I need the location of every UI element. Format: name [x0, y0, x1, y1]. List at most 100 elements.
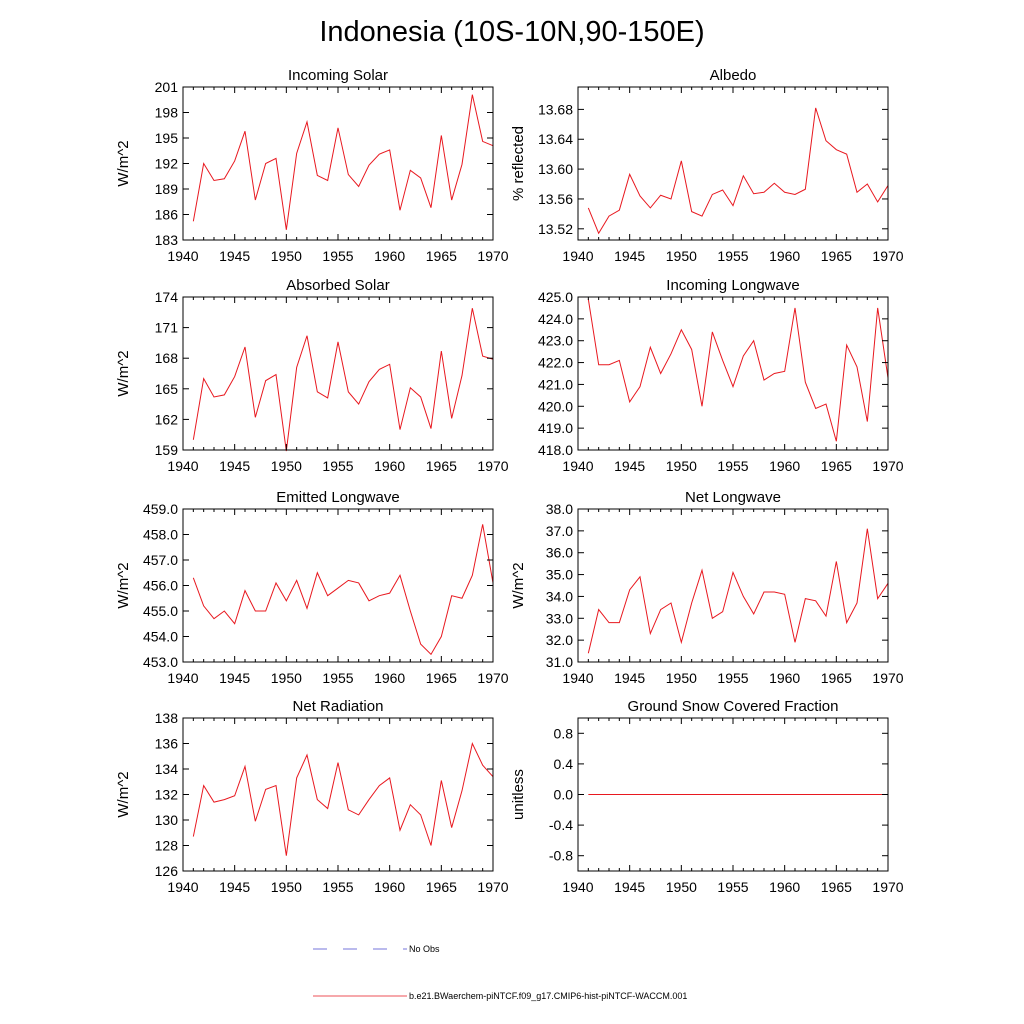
net-longwave-x-tick-label: 1940 [562, 670, 593, 686]
incoming-longwave-y-tick-label: 421.0 [538, 376, 573, 392]
net-longwave-y-tick-label: 38.0 [546, 501, 573, 517]
absorbed-solar-title: Absorbed Solar [286, 277, 389, 294]
ground-snow-covered-fraction-y-tick-label: -0.8 [549, 848, 573, 864]
net-radiation-y-tick-label: 134 [155, 761, 179, 777]
incoming-longwave-y-tick-label: 422.0 [538, 355, 573, 371]
net-longwave-y-axis-label: W/m^2 [510, 562, 527, 608]
absorbed-solar-x-tick-label: 1950 [271, 458, 302, 474]
incoming-longwave-x-tick-label: 1960 [769, 458, 800, 474]
legend-model-label: b.e21.BWaerchem-piNTCF.f09_g17.CMIP6-his… [409, 991, 687, 1001]
net-longwave-frame [577, 508, 889, 663]
absorbed-solar-frame [182, 296, 494, 451]
albedo-y-tick-label: 13.68 [538, 101, 573, 117]
incoming-longwave-x-tick-label: 1970 [872, 458, 903, 474]
albedo-y-tick-label: 13.52 [538, 221, 573, 237]
absorbed-solar-y-tick-label: 162 [155, 411, 179, 427]
emitted-longwave-y-tick-label: 456.0 [143, 578, 178, 594]
albedo-x-tick-label: 1970 [872, 248, 903, 264]
incoming-longwave-y-tick-label: 423.0 [538, 333, 573, 349]
emitted-longwave-y-tick-label: 458.0 [143, 527, 178, 543]
incoming-longwave-x-tick-label: 1965 [821, 458, 852, 474]
ground-snow-covered-fraction-x-tick-label: 1960 [769, 879, 800, 895]
incoming-longwave-series-line [587, 299, 889, 442]
incoming-solar-y-axis-label: W/m^2 [115, 140, 132, 186]
absorbed-solar-y-tick-label: 165 [155, 381, 179, 397]
net-radiation-title: Net Radiation [293, 698, 384, 715]
emitted-longwave-x-tick-label: 1945 [219, 670, 250, 686]
ground-snow-covered-fraction-x-tick-label: 1955 [717, 879, 748, 895]
incoming-solar-title: Incoming Solar [288, 67, 388, 84]
emitted-longwave-title: Emitted Longwave [276, 489, 399, 506]
emitted-longwave-x-tick-label: 1950 [271, 670, 302, 686]
emitted-longwave-x-tick-label: 1970 [477, 670, 508, 686]
incoming-solar-frame [182, 86, 494, 241]
ground-snow-covered-fraction-y-tick-label: 0.4 [554, 756, 574, 772]
albedo-x-tick-label: 1950 [666, 248, 697, 264]
net-longwave-series-line [587, 528, 889, 654]
emitted-longwave-x-tick-label: 1960 [374, 670, 405, 686]
net-longwave-y-tick-label: 32.0 [546, 632, 573, 648]
absorbed-solar-y-tick-label: 174 [155, 289, 179, 305]
net-radiation-frame [182, 717, 494, 872]
net-longwave-x-tick-label: 1955 [717, 670, 748, 686]
incoming-longwave-x-tick-label: 1955 [717, 458, 748, 474]
albedo-x-tick-label: 1965 [821, 248, 852, 264]
incoming-longwave-y-tick-label: 419.0 [538, 420, 573, 436]
incoming-longwave-title: Incoming Longwave [666, 277, 799, 294]
incoming-solar-y-tick-label: 201 [155, 79, 179, 95]
emitted-longwave-x-tick-label: 1965 [426, 670, 457, 686]
albedo-x-tick-label: 1955 [717, 248, 748, 264]
emitted-longwave-x-tick-label: 1940 [167, 670, 198, 686]
ground-snow-covered-fraction-x-tick-label: 1950 [666, 879, 697, 895]
emitted-longwave-y-tick-label: 454.0 [143, 629, 178, 645]
incoming-solar-x-tick-label: 1950 [271, 248, 302, 264]
ground-snow-covered-fraction-x-tick-label: 1945 [614, 879, 645, 895]
incoming-solar-x-tick-label: 1945 [219, 248, 250, 264]
albedo-y-tick-label: 13.60 [538, 161, 573, 177]
albedo-panel: Albedo 1940 1945 1950 1955 1960 1965 1970 13.52 1… [510, 67, 904, 264]
incoming-solar-x-tick-label: 1940 [167, 248, 198, 264]
ground-snow-covered-fraction-y-tick-label: 0.0 [554, 787, 574, 803]
incoming-longwave-x-tick-label: 1945 [614, 458, 645, 474]
net-longwave-panel: Net Longwave 1940 1945 1950 1955 1960 1965 1970… [510, 489, 904, 686]
net-radiation-y-axis-label: W/m^2 [115, 771, 132, 817]
net-longwave-x-tick-label: 1945 [614, 670, 645, 686]
ground-snow-covered-fraction-y-tick-label: -0.4 [549, 817, 573, 833]
absorbed-solar-x-tick-label: 1940 [167, 458, 198, 474]
albedo-title: Albedo [710, 67, 757, 84]
incoming-longwave-frame [577, 296, 889, 451]
net-radiation-panel: Net Radiation 1940 1945 1950 1955 1960 1965 197… [115, 698, 509, 895]
absorbed-solar-x-tick-label: 1970 [477, 458, 508, 474]
net-radiation-y-tick-label: 132 [155, 787, 179, 803]
incoming-longwave-y-tick-label: 425.0 [538, 289, 573, 305]
emitted-longwave-y-tick-label: 453.0 [143, 654, 178, 670]
incoming-solar-y-tick-label: 192 [155, 156, 179, 172]
incoming-longwave-y-tick-label: 418.0 [538, 442, 573, 458]
ground-snow-covered-fraction-x-tick-label: 1970 [872, 879, 903, 895]
incoming-solar-x-tick-label: 1960 [374, 248, 405, 264]
ground-snow-covered-fraction-panel: Ground Snow Covered Fraction 1940 1945 1950… [510, 698, 904, 895]
emitted-longwave-y-axis-label: W/m^2 [115, 562, 132, 608]
legend-obs-label: No Obs [409, 944, 440, 954]
albedo-frame [577, 86, 889, 241]
emitted-longwave-y-tick-label: 455.0 [143, 603, 178, 619]
albedo-y-tick-label: 13.64 [538, 131, 573, 147]
incoming-solar-y-tick-label: 186 [155, 207, 179, 223]
net-radiation-x-tick-label: 1955 [322, 879, 353, 895]
net-radiation-y-tick-label: 138 [155, 710, 179, 726]
ground-snow-covered-fraction-x-tick-label: 1940 [562, 879, 593, 895]
absorbed-solar-y-tick-label: 168 [155, 350, 179, 366]
net-radiation-x-tick-label: 1965 [426, 879, 457, 895]
incoming-longwave-y-tick-label: 420.0 [538, 398, 573, 414]
absorbed-solar-panel: Absorbed Solar 1940 1945 1950 1955 1960 1965 19… [115, 277, 509, 474]
absorbed-solar-x-tick-label: 1945 [219, 458, 250, 474]
net-radiation-y-tick-label: 130 [155, 812, 179, 828]
absorbed-solar-y-axis-label: W/m^2 [115, 350, 132, 396]
net-longwave-y-tick-label: 36.0 [546, 545, 573, 561]
net-radiation-x-tick-label: 1970 [477, 879, 508, 895]
albedo-y-tick-label: 13.56 [538, 191, 573, 207]
net-radiation-x-tick-label: 1950 [271, 879, 302, 895]
net-longwave-y-tick-label: 33.0 [546, 610, 573, 626]
emitted-longwave-y-tick-label: 459.0 [143, 501, 178, 517]
